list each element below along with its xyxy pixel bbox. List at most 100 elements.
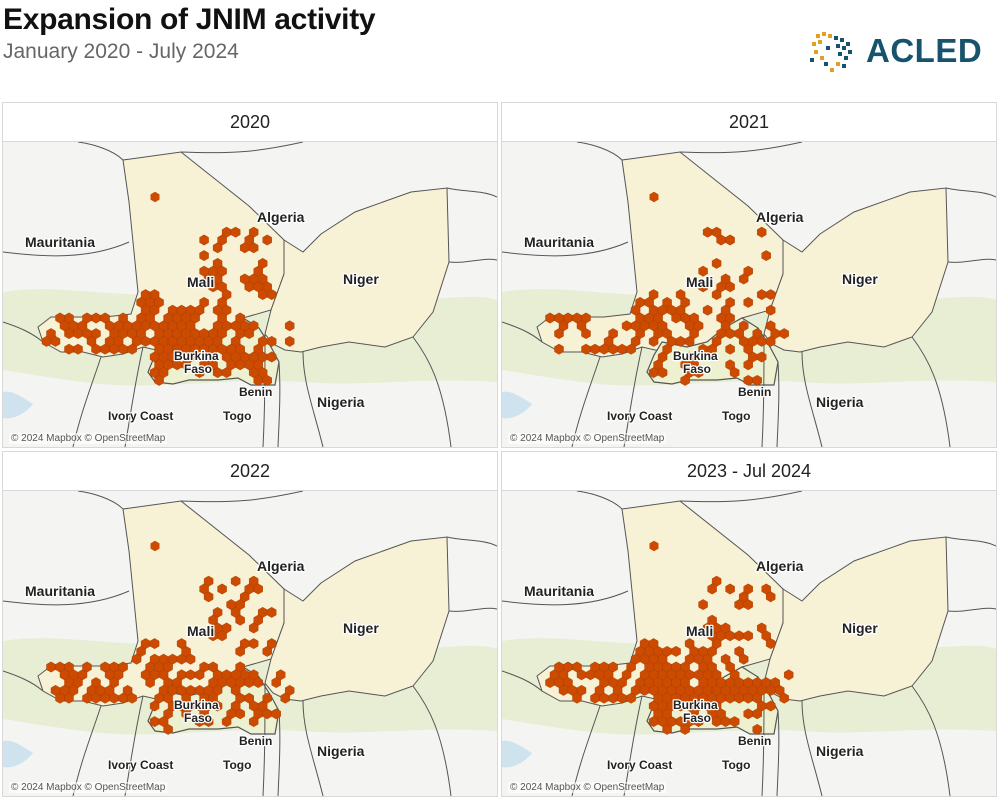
event-hexbin [217,583,227,595]
country-border [77,491,124,510]
map-attribution[interactable]: © 2024 Mapbox © OpenStreetMap [9,433,168,444]
event-hexbin [766,304,776,316]
label-faso: Faso [184,711,212,725]
event-hexbin [244,328,254,340]
country-border [945,536,996,547]
event-hexbin [230,575,241,587]
country-border [776,361,780,447]
country-border [277,361,281,447]
event-hexbin [680,723,690,735]
event-hexbin [766,700,776,712]
event-hexbin [671,645,681,657]
map-area[interactable]: Mauritania Algeria Mali Niger Burkina Faso Nig… [3,142,497,447]
event-hexbin [248,716,259,728]
map-attribution[interactable]: © 2024 Mapbox © OpenStreetMap [9,782,168,793]
event-hexbin [752,374,762,386]
event-hexbin [285,320,295,332]
event-hexbin [698,281,708,293]
label-nigeria: Nigeria [317,394,365,410]
event-hexbin [131,653,142,665]
event-hexbin [271,677,281,689]
event-hexbin [649,191,659,203]
label-benin: Benin [239,734,272,748]
event-hexbin [212,242,223,254]
label-mauritania: Mauritania [25,234,95,250]
event-hexbin [743,296,753,308]
event-hexbin [581,328,591,340]
event-hexbin [766,638,776,650]
label-benin: Benin [738,734,771,748]
event-hexbin [253,583,263,595]
label-benin: Benin [738,385,771,399]
event-hexbin [743,599,753,611]
country-border [502,241,629,257]
label-mali: Mali [187,274,214,290]
event-hexbins [545,226,789,386]
label-mali: Mali [187,623,214,639]
label-niger: Niger [343,271,379,287]
panel-title: 2023 - Jul 2024 [502,452,996,491]
event-hexbin [698,265,708,277]
label-mali: Mali [686,623,713,639]
event-hexbin [784,669,794,681]
map-area[interactable]: Mauritania Algeria Mali Niger Burkina Faso Nig… [3,491,497,796]
event-hexbin [203,591,214,603]
label-faso: Faso [683,711,711,725]
country-border [77,142,124,161]
country-border [3,670,44,692]
panel-title: 2022 [3,452,497,491]
label-faso: Faso [683,362,711,376]
map-area[interactable]: Mauritania Algeria Mali Niger Burkina Faso Nig… [502,142,996,447]
event-hexbin [711,289,722,301]
country-border [277,710,281,796]
country-border [761,682,765,796]
event-hexbin [725,281,735,293]
label-togo: Togo [223,409,251,423]
country-border [801,351,823,447]
label-faso: Faso [184,362,212,376]
event-hexbin [662,723,672,735]
event-hexbin [554,343,564,355]
country-border [911,685,951,796]
event-hexbin [221,716,232,728]
country-border [945,187,996,198]
map-area[interactable]: Mauritania Algeria Mali Niger Burkina Faso Nig… [502,491,996,796]
event-hexbin [698,599,708,611]
country-border [502,590,629,606]
label-togo: Togo [722,409,750,423]
label-nigeria: Nigeria [317,743,365,759]
event-hexbin [711,257,722,269]
event-hexbin [680,374,690,386]
label-niger: Niger [842,271,878,287]
country-border [576,491,623,510]
coastal-water [3,391,33,419]
map-attribution[interactable]: © 2024 Mapbox © OpenStreetMap [508,782,667,793]
event-hexbin [729,367,740,379]
label-mauritania: Mauritania [524,234,594,250]
event-hexbin [626,692,636,704]
event-hexbin [181,359,191,371]
map-panel-2023-jul-2024: 2023 - Jul 2024 Mauritania Algeria Mali Nig… [501,451,997,797]
country-border [761,333,765,447]
event-hexbin [725,234,735,246]
event-hexbin [657,367,668,379]
panel-title: 2021 [502,103,996,142]
country-border [679,491,803,503]
map-panel-2022: 2022 Mauritania Algeria Mali Niger Burkina Fa… [2,451,498,797]
country-border [776,710,780,796]
header: Expansion of JNIM activity January 2020 … [0,0,1000,95]
country-border [3,241,130,257]
event-hexbin [707,583,717,595]
event-hexbin [285,335,295,347]
map-attribution[interactable]: © 2024 Mapbox © OpenStreetMap [508,433,667,444]
label-ivory-coast: Ivory Coast [108,758,173,772]
event-hexbin [649,540,659,552]
event-hexbin [684,335,695,347]
event-hexbin [230,226,241,238]
event-hexbin [253,677,263,689]
country-border [947,607,996,612]
event-hexbin [738,653,749,665]
